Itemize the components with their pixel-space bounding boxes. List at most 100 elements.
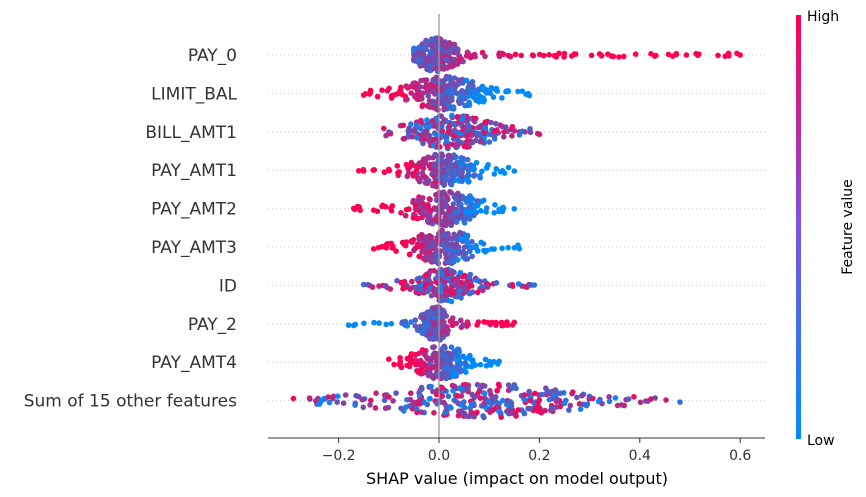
- shap-point: [352, 402, 358, 408]
- shap-point: [487, 387, 493, 394]
- shap-point: [361, 320, 367, 327]
- shap-point: [451, 121, 457, 128]
- shap-point: [475, 390, 481, 397]
- shap-point: [447, 188, 453, 195]
- shap-point: [388, 207, 395, 214]
- shap-point: [471, 173, 477, 179]
- shap-point: [415, 369, 422, 376]
- shap-point: [443, 175, 450, 181]
- shap-point: [456, 408, 462, 415]
- shap-point: [412, 323, 419, 329]
- shap-point: [458, 155, 465, 161]
- x-tick-label: 0.4: [629, 448, 651, 464]
- shap-point: [441, 167, 447, 174]
- shap-point: [625, 396, 632, 402]
- shap-point: [425, 65, 432, 72]
- colorbar: [796, 15, 801, 439]
- shap-point: [557, 403, 564, 410]
- shap-point: [481, 390, 488, 397]
- shap-point: [418, 175, 424, 182]
- shap-point: [488, 401, 495, 407]
- shap-point: [406, 251, 413, 258]
- shap-point: [527, 405, 534, 412]
- shap-point: [466, 274, 472, 280]
- shap-point: [443, 56, 450, 63]
- shap-point: [663, 397, 669, 403]
- shap-point: [460, 249, 466, 255]
- shap-point: [454, 90, 460, 97]
- shap-point: [330, 393, 337, 400]
- shap-point: [462, 102, 468, 109]
- shap-point: [448, 405, 454, 411]
- shap-point: [417, 398, 423, 404]
- shap-point: [642, 398, 649, 404]
- shap-point: [423, 77, 430, 83]
- shap-point: [448, 285, 455, 292]
- shap-point: [465, 122, 471, 128]
- shap-point: [553, 392, 559, 398]
- shap-point: [467, 290, 473, 297]
- shap-point: [468, 363, 475, 370]
- shap-point: [466, 178, 472, 185]
- shap-point: [725, 50, 732, 57]
- shap-point: [651, 53, 658, 59]
- shap-point: [598, 52, 605, 59]
- shap-point: [447, 318, 454, 324]
- shap-point: [443, 288, 450, 294]
- shap-point: [467, 244, 474, 250]
- shap-point: [420, 102, 426, 108]
- shap-point: [442, 251, 449, 257]
- shap-point: [360, 281, 367, 288]
- shap-point: [469, 391, 476, 398]
- shap-point: [527, 129, 534, 136]
- shap-point: [462, 360, 469, 366]
- shap-point: [419, 386, 425, 392]
- shap-point: [408, 121, 414, 127]
- shap-point: [425, 243, 432, 250]
- shap-point: [393, 248, 399, 254]
- shap-point: [505, 244, 511, 251]
- shap-point: [521, 392, 528, 398]
- shap-point: [384, 284, 390, 291]
- shap-point: [446, 152, 452, 159]
- shap-point: [734, 50, 740, 57]
- shap-point: [480, 287, 486, 294]
- shap-point: [488, 131, 495, 138]
- shap-point: [370, 167, 377, 173]
- shap-point: [481, 197, 487, 204]
- shap-point: [535, 400, 541, 406]
- shap-point: [416, 253, 422, 260]
- shap-point: [516, 132, 523, 138]
- shap-point: [478, 208, 484, 214]
- shap-point: [500, 397, 506, 404]
- shap-point: [448, 181, 455, 188]
- shap-point: [511, 168, 518, 174]
- shap-point: [451, 81, 458, 87]
- shap-point: [566, 407, 572, 413]
- shap-point: [376, 283, 382, 289]
- shap-point: [443, 267, 449, 273]
- shap-point: [371, 319, 377, 326]
- shap-point: [507, 410, 514, 417]
- shap-point: [430, 305, 437, 311]
- shap-point: [383, 321, 390, 328]
- shap-point: [474, 289, 481, 296]
- shap-point: [610, 53, 617, 60]
- shap-point: [478, 239, 484, 246]
- shap-point: [342, 392, 349, 398]
- shap-point: [432, 246, 439, 252]
- shap-point: [431, 104, 437, 111]
- shap-point: [313, 398, 319, 404]
- row-guide-lines: [268, 54, 765, 402]
- shap-point: [464, 156, 471, 163]
- shap-point: [412, 163, 419, 170]
- shap-point: [612, 395, 619, 401]
- shap-point: [493, 394, 499, 400]
- shap-point: [440, 345, 446, 351]
- shap-point: [454, 113, 461, 120]
- shap-point: [458, 212, 464, 218]
- shap-point: [467, 164, 474, 170]
- shap-point: [458, 231, 465, 238]
- shap-point: [433, 74, 440, 81]
- shap-point: [494, 387, 501, 394]
